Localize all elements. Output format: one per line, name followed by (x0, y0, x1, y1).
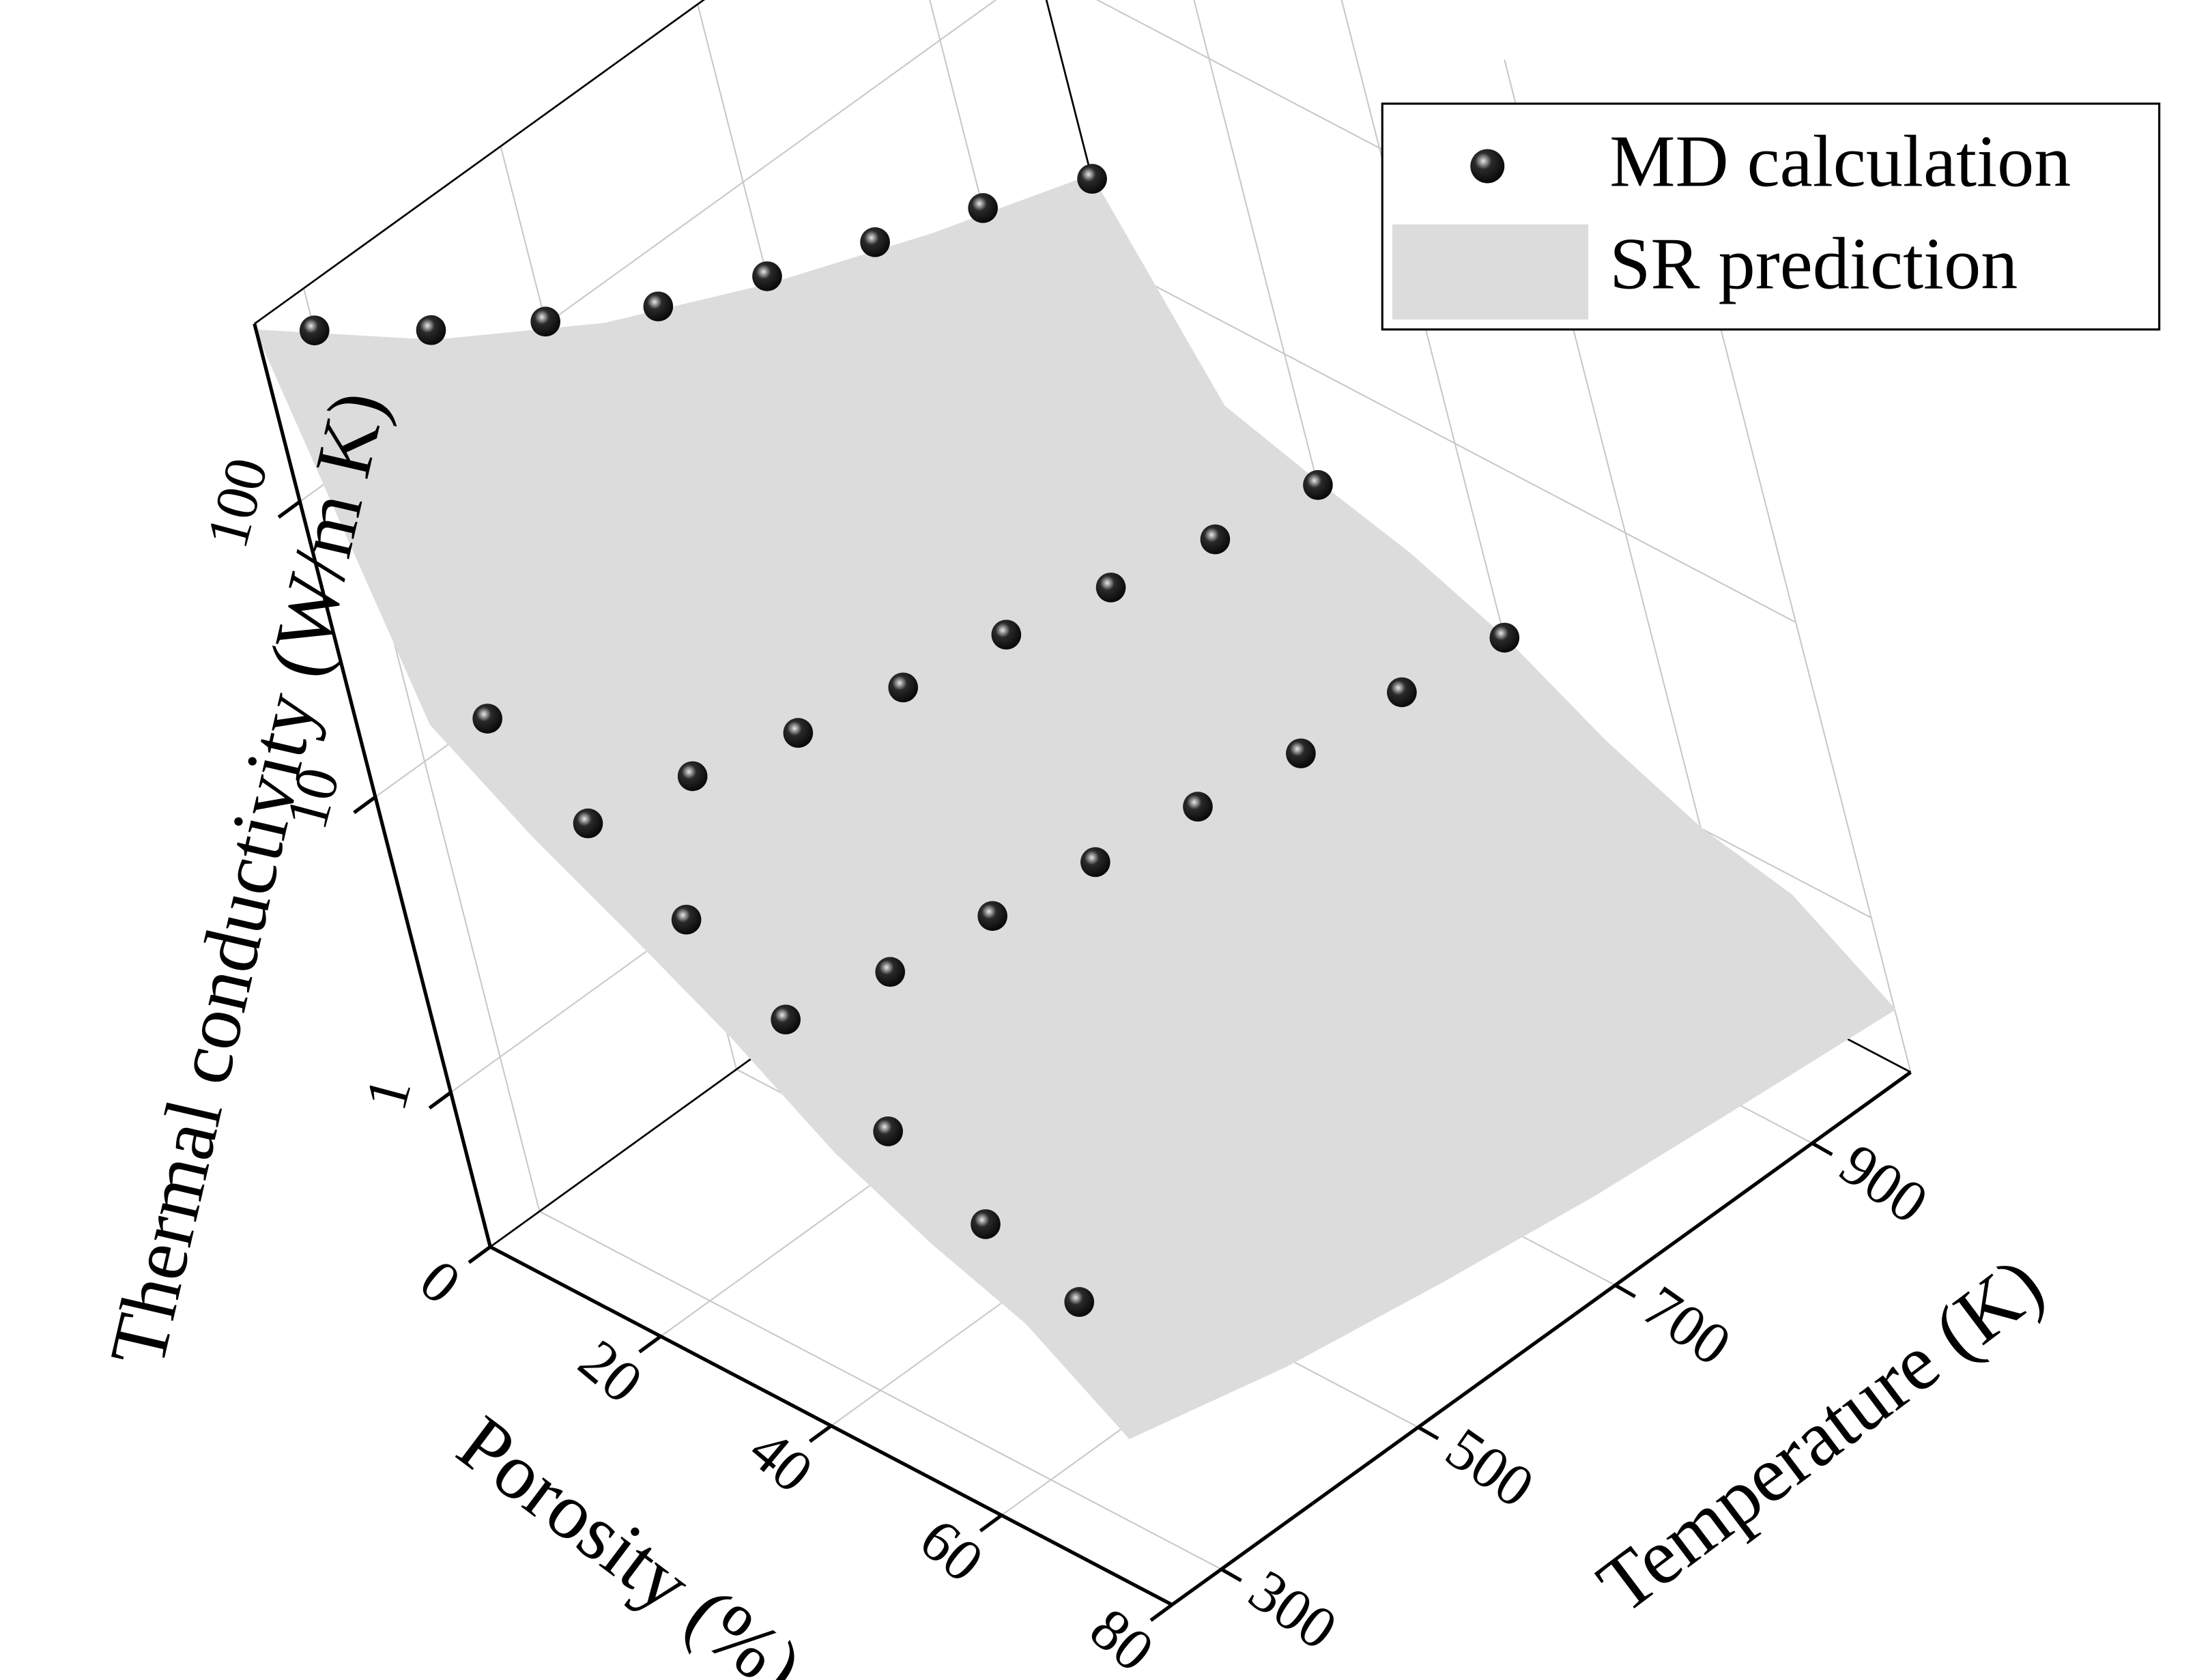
data-point (771, 1004, 801, 1034)
x-tick-label: 80 (1078, 1595, 1166, 1680)
data-point (1183, 792, 1213, 822)
y-tick (1614, 1284, 1637, 1299)
x-tick (1149, 1603, 1173, 1622)
surface-patch (1639, 894, 1896, 1105)
x-tick-label: 60 (908, 1505, 996, 1594)
data-point (1387, 677, 1417, 708)
surface (255, 175, 1896, 1439)
x-tick-label: 40 (737, 1416, 825, 1505)
data-point (1080, 847, 1110, 878)
grid-line (1113, 263, 1796, 623)
box-edge (254, 0, 706, 325)
grid-line (539, 1211, 1222, 1570)
x-tick-label: 20 (566, 1327, 655, 1415)
data-point (875, 957, 906, 987)
data-point (873, 1116, 904, 1146)
data-point (1077, 164, 1107, 194)
legend-marker (1470, 149, 1505, 184)
data-point (643, 291, 674, 321)
data-point (783, 718, 814, 748)
y-tick-label: 700 (1631, 1273, 1742, 1378)
data-point (472, 704, 503, 734)
z-tick (353, 795, 377, 815)
data-point (1095, 573, 1126, 603)
data-point (991, 620, 1022, 650)
legend: MD calculation SR prediction (1381, 102, 2161, 331)
data-point (1303, 469, 1333, 500)
x-tick (468, 1245, 491, 1264)
data-point (977, 901, 1008, 931)
data-point (416, 315, 446, 345)
y-tick-label: 500 (1435, 1415, 1546, 1520)
data-point (530, 306, 561, 337)
y-tick-label: 900 (1828, 1131, 1940, 1236)
data-point (968, 193, 999, 223)
x-tick (979, 1514, 1003, 1533)
data-point (1200, 524, 1231, 555)
data-point (971, 1209, 1001, 1239)
legend-swatch (1392, 224, 1589, 320)
x-tick (809, 1424, 833, 1443)
data-point (888, 672, 919, 703)
x-tick-label: 0 (407, 1247, 473, 1316)
legend-label: MD calculation (1609, 121, 2071, 202)
data-point (1286, 738, 1316, 768)
z-tick (428, 1090, 453, 1110)
legend-label: SR prediction (1609, 223, 2018, 304)
x-axis-line (489, 1245, 1173, 1607)
y-tick-label: 300 (1237, 1556, 1349, 1662)
data-point (677, 761, 708, 792)
z-tick-label: 1 (352, 1071, 424, 1116)
data-point (671, 904, 702, 935)
data-point (1489, 622, 1520, 653)
y-tick (1417, 1425, 1439, 1440)
z-tick-label: 100 (193, 451, 281, 555)
z-tick (277, 500, 301, 519)
y-tick (1811, 1142, 1833, 1157)
data-point (1064, 1287, 1095, 1317)
data-point (752, 261, 782, 291)
points (299, 164, 1520, 1317)
x-tick (638, 1335, 662, 1354)
data-point (860, 227, 890, 257)
data-point (573, 808, 603, 839)
data-point (299, 315, 330, 346)
y-tick (1220, 1567, 1242, 1582)
y-axis-line (1171, 1071, 1912, 1606)
